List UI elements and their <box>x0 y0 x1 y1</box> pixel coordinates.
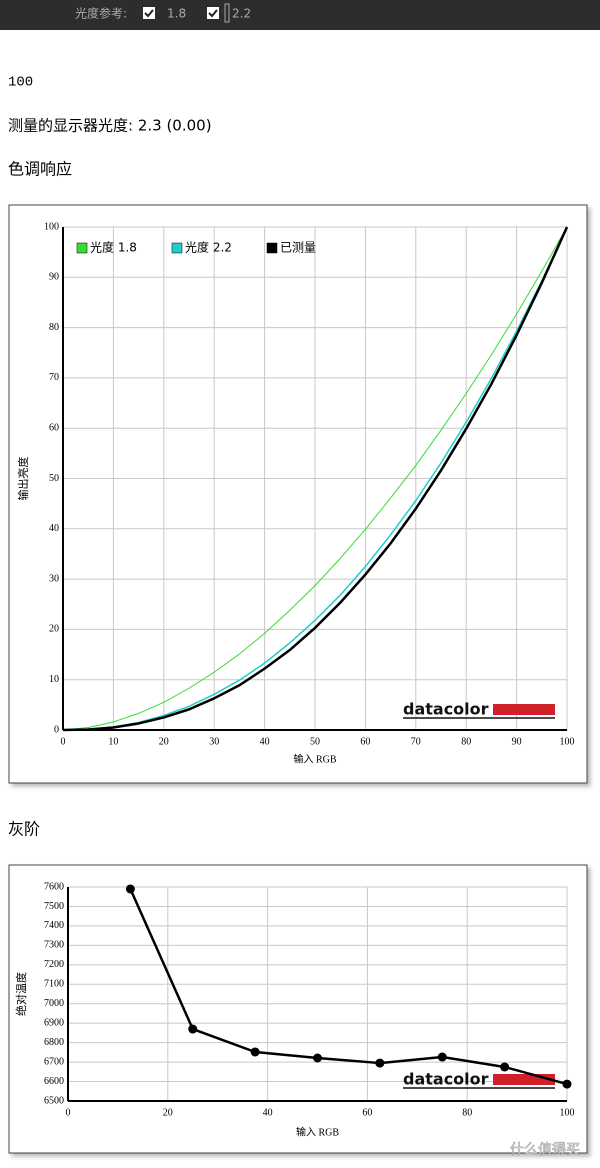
x-tick-label: 60 <box>362 1107 372 1118</box>
logo-bar <box>493 1074 555 1085</box>
data-line <box>62 226 568 731</box>
toolbar <box>0 0 600 30</box>
x-tick-label: 80 <box>462 1107 472 1118</box>
y-tick-label: 7400 <box>44 920 64 931</box>
legend-swatch <box>76 242 88 254</box>
y-axis-label: 绝对温度 <box>14 972 28 1016</box>
section-title: 色调响应 <box>8 160 72 179</box>
y-tick-label: 7000 <box>44 998 64 1009</box>
data-point <box>250 1047 260 1057</box>
x-axis-label: 输入 RGB <box>293 752 336 765</box>
y-tick-label: 70 <box>49 372 59 383</box>
y-tick-label: 80 <box>49 322 59 333</box>
x-tick-label: 10 <box>108 736 118 747</box>
y-tick-label: 6900 <box>44 1017 64 1028</box>
x-tick-label: 20 <box>163 1107 173 1118</box>
y-tick-label: 6500 <box>44 1095 64 1106</box>
data-point <box>375 1058 385 1068</box>
x-tick-label: 0 <box>61 736 66 747</box>
x-tick-label: 100 <box>560 736 575 747</box>
y-tick-label: 50 <box>49 473 59 484</box>
y-tick-label: 40 <box>49 523 59 534</box>
x-tick-label: 80 <box>461 736 471 747</box>
x-axis-label: 输入 RGB <box>296 1125 339 1138</box>
logo: datacolor <box>403 1070 489 1089</box>
y-tick-label: 60 <box>49 422 59 433</box>
chart-frame <box>8 204 588 784</box>
data-point <box>500 1062 510 1072</box>
watermark: 什么值得买 <box>510 1141 580 1158</box>
y-tick-label: 0 <box>54 724 59 735</box>
x-tick-label: 40 <box>263 1107 273 1118</box>
y-tick-label: 7300 <box>44 940 64 951</box>
data-line <box>62 226 569 732</box>
option-label: 2.2 <box>232 7 251 21</box>
check-mark <box>144 9 154 18</box>
x-tick-label: 20 <box>159 736 169 747</box>
y-tick-label: 10 <box>49 674 59 685</box>
data-point <box>562 1079 572 1089</box>
option-label: 1.8 <box>167 7 186 21</box>
legend-label: 已测量 <box>280 241 316 255</box>
logo: datacolor <box>403 700 489 719</box>
data-line <box>129 888 568 1086</box>
x-tick-label: 30 <box>209 736 219 747</box>
check-mark <box>208 9 218 18</box>
legend-label: 光度 2.2 <box>185 240 232 255</box>
checkbox[interactable] <box>207 7 219 19</box>
y-tick-label: 20 <box>49 624 59 635</box>
y-tick-label: 7100 <box>44 979 64 990</box>
chart-frame <box>8 864 588 1154</box>
x-tick-label: 0 <box>66 1107 71 1118</box>
data-point <box>188 1024 198 1034</box>
y-axis-label: 输出亮度 <box>16 457 30 501</box>
info-line: 测量的显示器光度: 2.3 (0.00) <box>8 117 212 135</box>
y-tick-label: 6600 <box>44 1076 64 1087</box>
data-point <box>313 1053 322 1063</box>
y-tick-label: 30 <box>49 573 59 584</box>
y-tick-label: 90 <box>49 272 59 283</box>
data-point <box>125 884 135 894</box>
y-tick-label: 7500 <box>44 901 64 912</box>
y-tick-label: 6800 <box>44 1037 64 1048</box>
x-tick-label: 90 <box>512 736 522 747</box>
x-tick-label: 70 <box>411 736 421 747</box>
logo-bar <box>493 704 555 715</box>
y-tick-label: 100 <box>44 221 59 232</box>
toolbar-label: 光度参考: <box>75 6 127 21</box>
x-tick-label: 60 <box>360 736 370 747</box>
legend-swatch <box>171 242 183 254</box>
y-tick-label: 7200 <box>44 959 64 970</box>
section-title: 灰阶 <box>8 820 40 839</box>
x-tick-label: 100 <box>560 1107 575 1118</box>
legend-swatch <box>266 242 278 254</box>
data-line <box>62 226 568 731</box>
x-tick-label: 40 <box>260 736 270 747</box>
y-tick-label: 7600 <box>44 881 64 892</box>
info-line: 100 <box>8 75 33 91</box>
x-tick-label: 50 <box>310 736 320 747</box>
cursor-icon <box>224 3 230 23</box>
checkbox[interactable] <box>143 7 155 19</box>
legend-label: 光度 1.8 <box>90 240 137 255</box>
data-point <box>437 1052 447 1062</box>
y-tick-label: 6700 <box>44 1056 64 1067</box>
